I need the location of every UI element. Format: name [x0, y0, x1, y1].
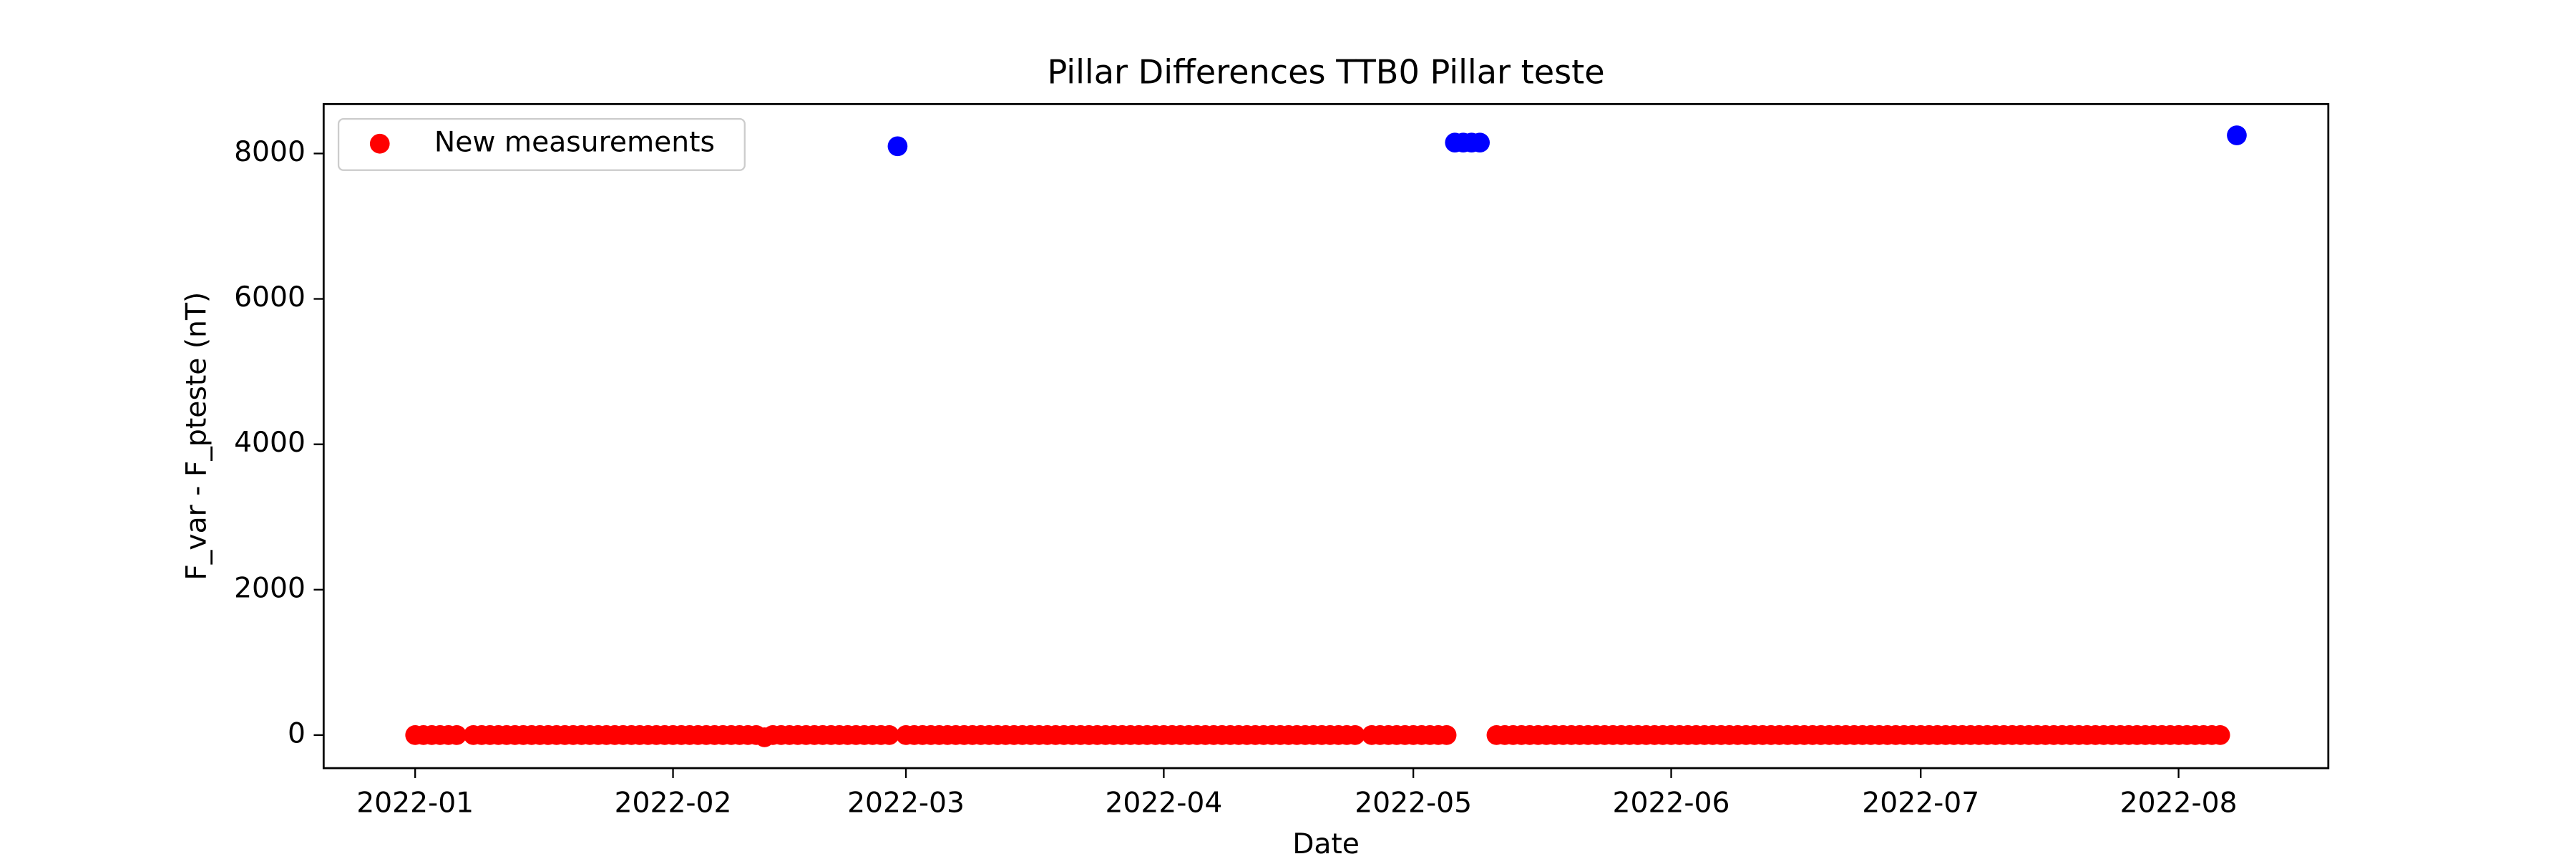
- x-tick-label: 2022-01: [356, 787, 474, 819]
- y-axis-label: F_var - F_pteste (nT): [180, 292, 213, 581]
- x-tick-label: 2022-05: [1355, 787, 1472, 819]
- data-point: [447, 725, 467, 745]
- y-tick-label: 4000: [234, 427, 306, 459]
- plot-area: [405, 125, 2247, 747]
- axes-frame: [322, 103, 2330, 770]
- x-tick-label: 2022-02: [615, 787, 732, 819]
- data-point: [2210, 725, 2230, 745]
- data-point: [2227, 125, 2247, 145]
- x-tick-label: 2022-07: [1862, 787, 1979, 819]
- x-tick-label: 2022-04: [1105, 787, 1222, 819]
- y-tick-label: 6000: [234, 281, 306, 314]
- legend-box: [337, 118, 746, 171]
- x-tick-label: 2022-03: [847, 787, 965, 819]
- legend-marker: [369, 133, 390, 154]
- legend-label: New measurements: [434, 126, 715, 158]
- x-tick-label: 2022-08: [2120, 787, 2238, 819]
- data-point: [1470, 132, 1490, 153]
- y-tick-label: 0: [288, 717, 306, 749]
- data-point: [1345, 725, 1365, 745]
- data-point: [1436, 725, 1457, 745]
- y-tick-label: 8000: [234, 136, 306, 168]
- x-tick-label: 2022-06: [1613, 787, 1730, 819]
- chart-title: Pillar Differences TTB0 Pillar teste: [1047, 52, 1604, 91]
- data-point: [887, 136, 908, 157]
- data-point: [879, 725, 899, 745]
- x-axis-label: Date: [1292, 828, 1360, 859]
- y-tick-label: 2000: [234, 572, 306, 604]
